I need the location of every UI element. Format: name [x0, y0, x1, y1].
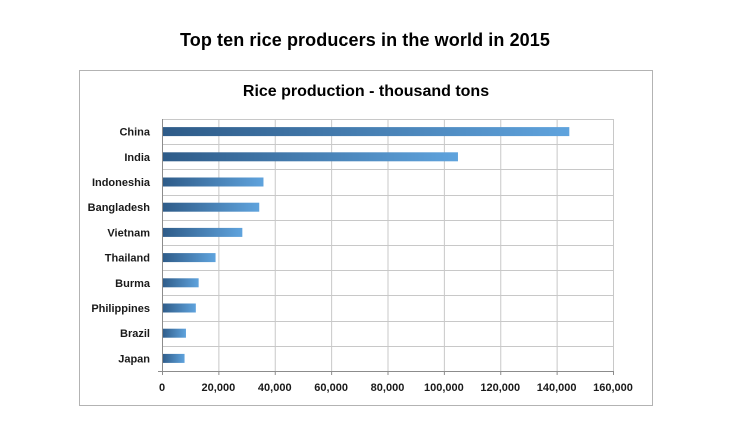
bar-vietnam [162, 227, 243, 237]
category-labels: China India Indoneshia Bangladesh Vietnam Tha… [88, 127, 151, 366]
bar-bangladesh [162, 202, 260, 212]
bar-thailand [162, 253, 216, 263]
bar-brazil [162, 328, 186, 338]
grid-lines [162, 119, 614, 372]
bar-philippines [162, 303, 196, 313]
x-tick-label: 140,000 [537, 382, 577, 394]
bar-japan [162, 353, 185, 363]
x-tick-label: 20,000 [202, 382, 236, 394]
category-label: Vietnam [107, 227, 150, 239]
x-tick-label: 120,000 [480, 382, 520, 394]
category-label: Brazil [120, 328, 150, 340]
category-label: India [124, 152, 151, 164]
category-label: Thailand [105, 253, 150, 265]
x-tick-label: 160,000 [593, 382, 633, 394]
page-title: Top ten rice producers in the world in 2… [179, 30, 551, 50]
x-tick-label: 0 [159, 382, 165, 394]
bar-burma [162, 278, 199, 288]
bar-india [162, 152, 458, 162]
category-label: Burma [115, 278, 151, 290]
x-tick-label: 60,000 [314, 382, 348, 394]
category-label: Indoneshia [92, 177, 151, 189]
x-tick-label: 40,000 [258, 382, 292, 394]
bars [162, 127, 570, 363]
bar-china [162, 127, 570, 137]
x-tick-label: 100,000 [424, 382, 464, 394]
category-label: China [119, 127, 150, 139]
category-label: Japan [118, 353, 150, 365]
x-tick-labels: 0 20,000 40,000 60,000 80,000 100,000 120,000 1… [159, 382, 633, 394]
bar-chart: China India Indoneshia Bangladesh Vietnam Tha… [88, 119, 633, 394]
category-label: Philippines [91, 303, 150, 315]
bar-indoneshia [162, 177, 264, 187]
chart-title: Rice production - thousand tons [242, 83, 490, 100]
chart-frame: Rice production - thousand tons China Ind… [79, 70, 653, 406]
axes [158, 119, 614, 375]
category-label: Bangladesh [88, 202, 151, 214]
x-tick-label: 80,000 [371, 382, 405, 394]
